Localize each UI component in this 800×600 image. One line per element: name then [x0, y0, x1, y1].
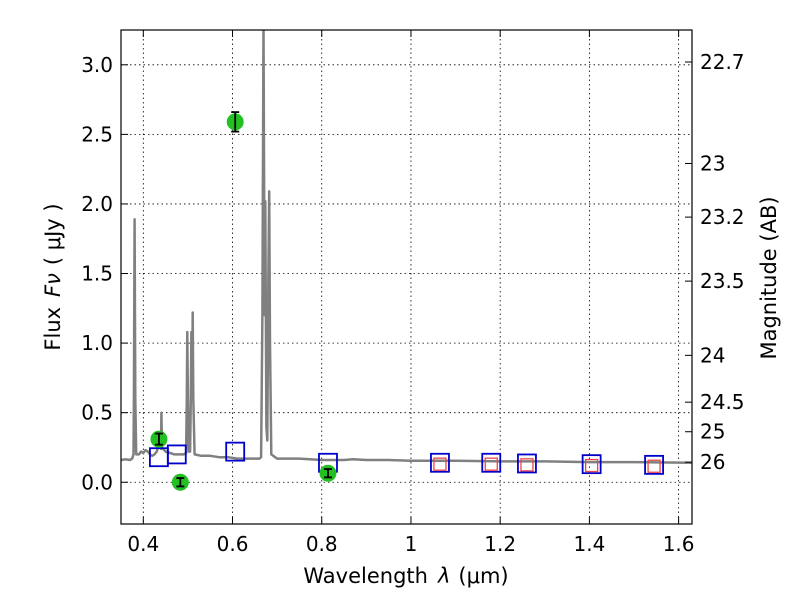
model-square-ir	[520, 458, 534, 472]
y-tick-label: 3.0	[81, 53, 113, 77]
mag-tick-label: 22.7	[700, 50, 745, 74]
x-tick-label: 1.6	[663, 532, 695, 556]
x-tick-label: 1.2	[484, 532, 516, 556]
y-tick-label: 0.5	[81, 401, 113, 425]
model-square	[481, 452, 502, 473]
model-square-ir	[484, 457, 498, 471]
model-square	[517, 453, 537, 474]
mag-tick-label: 24	[700, 343, 725, 367]
x-tick-label: 1.4	[573, 532, 605, 556]
y-tick-label: 2.0	[81, 192, 113, 216]
model-square	[166, 444, 187, 465]
model-square	[225, 441, 246, 462]
y-tick-label: 0.0	[81, 470, 113, 494]
y-tick-label: 1.0	[81, 331, 113, 355]
x-tick-label: 0.4	[127, 532, 159, 556]
mag-tick-label: 23.2	[700, 205, 745, 229]
model-square-ir	[584, 458, 599, 473]
mag-tick-label: 23.5	[700, 269, 745, 293]
model-square	[644, 454, 664, 475]
mag-tick-label: 24.5	[700, 390, 745, 414]
x-axis-label: Wavelength λ (μm)	[303, 564, 508, 588]
y2-axis-label: Magnitude (AB)	[757, 196, 781, 359]
spectrum-line	[121, 30, 692, 465]
model-square-ir	[433, 457, 447, 471]
model-square	[581, 454, 602, 475]
mag-tick-label: 25	[700, 420, 725, 444]
x-tick-label: 0.6	[217, 532, 249, 556]
grid	[121, 30, 692, 524]
y-tick-label: 1.5	[81, 262, 113, 286]
mag-tick-label: 26	[700, 450, 725, 474]
x-tick-label: 1	[405, 532, 418, 556]
model-square	[430, 452, 450, 473]
y-axis-label: FluxFν( μJy )	[41, 203, 65, 350]
x-tick-label: 0.8	[306, 532, 338, 556]
plot-frame	[120, 29, 693, 525]
mag-tick-label: 23	[700, 151, 725, 175]
markers-layer	[149, 111, 664, 491]
model-square-ir	[647, 459, 661, 473]
y-tick-label: 2.5	[81, 122, 113, 146]
ticks: 0.4 0.6 0.8 1 1.2 1.4 1.6 0.0 0.5 1.0 1.5 2.0 2.5 3.0…	[81, 30, 745, 556]
spectrum-layer	[121, 30, 692, 465]
